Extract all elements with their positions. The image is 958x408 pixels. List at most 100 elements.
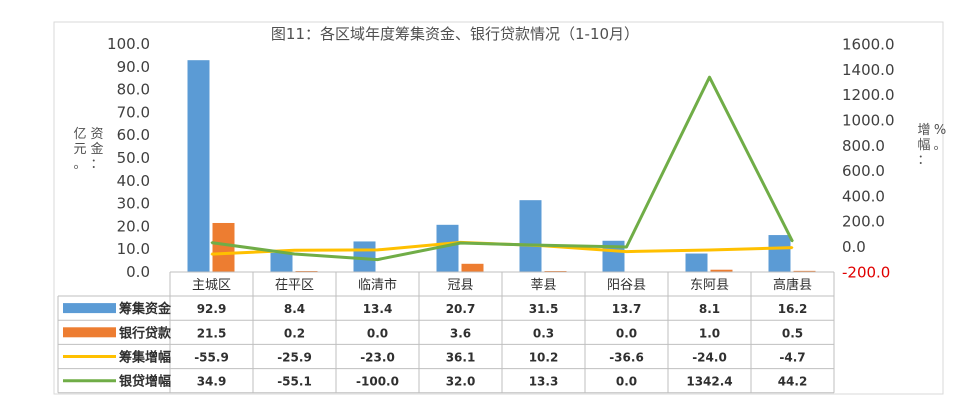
y2-tick-label: 200.0 — [842, 213, 885, 231]
bar — [436, 224, 459, 272]
table-cell-value: 0.0 — [616, 326, 637, 340]
y-tick-label: 100.0 — [107, 35, 150, 53]
chart-border — [53, 21, 944, 395]
series-line — [211, 75, 794, 262]
bar — [187, 60, 210, 272]
legend-series-name: 筹集增幅 — [119, 350, 171, 366]
line-point — [625, 250, 628, 253]
line-point — [625, 246, 628, 248]
y-tick-label: 50.0 — [117, 149, 150, 167]
bar — [519, 200, 542, 272]
bar — [270, 252, 293, 272]
y-tick-label: 80.0 — [117, 81, 150, 99]
y-tick-label: 90.0 — [117, 58, 150, 76]
table-cell-value: 1342.4 — [686, 375, 732, 389]
y2-tick-label: 600.0 — [842, 162, 885, 180]
table-cell-value: -4.7 — [779, 351, 805, 365]
y2-tick-label: -200.0 — [842, 263, 890, 281]
bar — [793, 270, 816, 272]
y2-axis-title-char: 增 — [917, 123, 930, 138]
y-axis-title-char: 。 — [73, 157, 86, 172]
table-cell-value: 8.1 — [699, 302, 720, 316]
table-cell-value: 92.9 — [197, 302, 227, 316]
category-label: 阳谷县 — [607, 278, 646, 293]
table-cell-value: 44.2 — [778, 375, 808, 389]
y-tick-label: 70.0 — [117, 103, 150, 121]
y-tick-label: 40.0 — [117, 172, 150, 190]
y-tick-label: 30.0 — [117, 195, 150, 213]
table-cell-value: 20.7 — [446, 302, 476, 316]
table-cell-value: 21.5 — [197, 326, 227, 340]
category-label: 冠县 — [447, 278, 473, 293]
y-axis-title-char: 资 — [90, 127, 103, 142]
category-label: 莘县 — [530, 278, 556, 293]
line-point — [376, 258, 379, 261]
table-cell-value: -24.0 — [692, 351, 727, 365]
line-point — [376, 249, 379, 251]
y-axis-title-char: 亿 — [73, 127, 86, 142]
line-point — [791, 240, 794, 243]
legend-series-name: 银贷增幅 — [119, 374, 171, 390]
y-tick-label: 20.0 — [117, 217, 150, 235]
y2-tick-label: 1400.0 — [842, 61, 895, 79]
line-point — [542, 244, 545, 247]
y2-axis-title-char: % — [934, 123, 946, 138]
table-cell-value: -25.9 — [277, 351, 312, 365]
table-cell-value: 36.1 — [446, 351, 476, 365]
chart-title: 图11：各区域年度筹集资金、银行贷款情况（1-10月） — [271, 25, 639, 43]
table-cell-value: -100.0 — [356, 375, 399, 389]
table-cell-value: -36.6 — [609, 351, 644, 365]
table-cell-value: 13.7 — [612, 302, 642, 316]
line-point — [210, 241, 213, 244]
y2-tick-label: 800.0 — [842, 137, 885, 155]
bar — [768, 235, 791, 272]
line-point — [791, 246, 794, 249]
y2-tick-label: 0.0 — [842, 238, 866, 256]
bar — [461, 263, 484, 272]
table-cell-value: 0.0 — [616, 375, 637, 389]
legend-key-bar — [63, 327, 116, 338]
y-tick-label: 60.0 — [117, 126, 150, 144]
category-label: 东阿县 — [690, 278, 729, 293]
table-cell-value: 13.3 — [529, 375, 559, 389]
legend-key-bar — [63, 303, 116, 314]
table-cell-value: 0.0 — [367, 326, 388, 340]
table-cell-value: 3.6 — [450, 326, 471, 340]
line-point — [459, 242, 462, 244]
y-axis-title-char: 金 — [90, 141, 103, 157]
table-cell-value: 0.2 — [284, 326, 305, 340]
table-cell-value: 0.3 — [533, 326, 554, 340]
table-cell-value: 1.0 — [699, 326, 720, 340]
category-label: 临清市 — [358, 277, 397, 293]
y-axis-title-char: 元 — [73, 142, 86, 157]
y2-axis-title-char: 。 — [933, 138, 946, 153]
y2-axis-title-char: ： — [917, 153, 930, 168]
bar — [685, 253, 708, 272]
y2-tick-label: 1000.0 — [842, 112, 895, 130]
table-cell-value: 10.2 — [529, 351, 559, 365]
line-point — [708, 76, 711, 78]
table-cell-value: 8.4 — [284, 302, 305, 316]
line-point — [293, 249, 296, 252]
category-label: 主城区 — [192, 278, 231, 293]
legend-series-name: 银行贷款 — [119, 325, 172, 341]
bar — [710, 269, 733, 272]
table-cell-value: 0.5 — [782, 326, 803, 340]
line-point — [210, 253, 213, 255]
y2-axis-title-char: 幅 — [917, 138, 930, 153]
y-axis-title-char: ： — [90, 157, 103, 172]
lines-layer — [210, 75, 794, 262]
bars-layer — [187, 60, 816, 272]
table-cell-value: 16.2 — [778, 302, 808, 316]
table-cell-value: 32.0 — [446, 375, 476, 389]
y2-tick-label: 1200.0 — [842, 86, 895, 104]
table-cell-value: 31.5 — [529, 302, 559, 316]
y2-tick-label: 1600.0 — [842, 36, 895, 54]
category-label: 茌平区 — [275, 278, 314, 293]
table-cell-value: -23.0 — [360, 351, 395, 365]
table-cell-value: 13.4 — [363, 302, 393, 316]
category-label: 高唐县 — [773, 277, 812, 293]
